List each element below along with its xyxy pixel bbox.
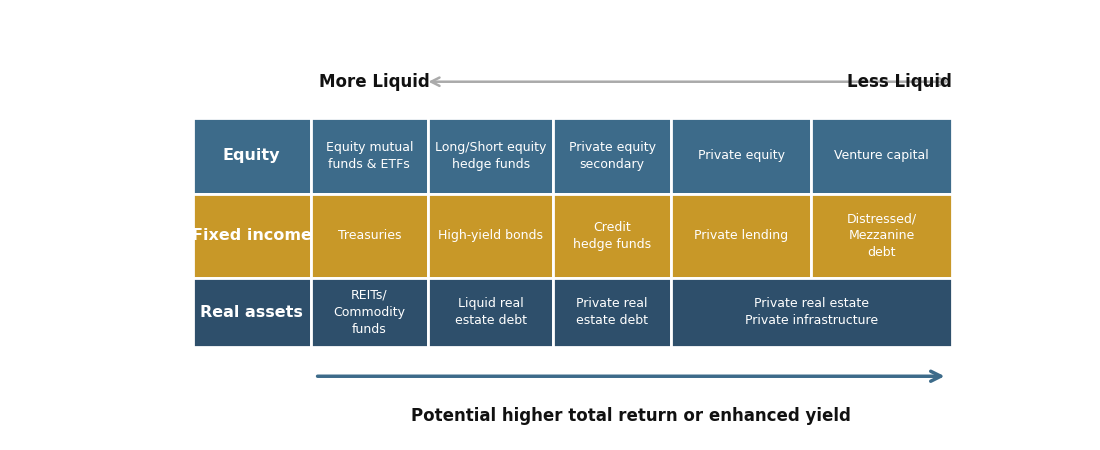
Bar <box>812 118 952 194</box>
Text: Private real estate
Private infrastructure: Private real estate Private infrastructu… <box>745 297 878 328</box>
Bar <box>553 118 671 194</box>
Text: Venture capital: Venture capital <box>834 149 928 162</box>
Text: Fixed income: Fixed income <box>191 229 311 243</box>
Text: Distressed/
Mezzanine
debt: Distressed/ Mezzanine debt <box>846 212 916 259</box>
Text: Treasuries: Treasuries <box>338 230 402 243</box>
Text: More Liquid: More Liquid <box>319 73 430 91</box>
Text: Long/Short equity
hedge funds: Long/Short equity hedge funds <box>434 141 547 171</box>
Text: Credit
hedge funds: Credit hedge funds <box>573 221 651 251</box>
Bar <box>671 118 812 194</box>
Text: Equity: Equity <box>223 148 280 163</box>
Bar <box>192 194 310 278</box>
Bar <box>671 194 812 278</box>
Text: Real assets: Real assets <box>200 305 304 320</box>
Text: Potential higher total return or enhanced yield: Potential higher total return or enhance… <box>411 407 851 425</box>
Text: REITs/
Commodity
funds: REITs/ Commodity funds <box>333 289 405 336</box>
Bar <box>812 194 952 278</box>
Bar <box>310 278 428 347</box>
Text: Private lending: Private lending <box>694 230 789 243</box>
Bar <box>310 118 428 194</box>
Text: Liquid real
estate debt: Liquid real estate debt <box>454 297 527 328</box>
Bar <box>428 194 553 278</box>
Text: Private equity
secondary: Private equity secondary <box>569 141 656 171</box>
Bar <box>553 194 671 278</box>
Text: Private equity: Private equity <box>697 149 784 162</box>
Text: Equity mutual
funds & ETFs: Equity mutual funds & ETFs <box>326 141 414 171</box>
Bar <box>553 278 671 347</box>
Bar <box>671 278 952 347</box>
Text: Less Liquid: Less Liquid <box>847 73 952 91</box>
Bar <box>310 194 428 278</box>
Bar <box>192 278 310 347</box>
Text: Private real
estate debt: Private real estate debt <box>576 297 648 328</box>
Bar <box>428 118 553 194</box>
Text: High-yield bonds: High-yield bonds <box>438 230 543 243</box>
Bar <box>192 118 310 194</box>
Bar <box>428 278 553 347</box>
